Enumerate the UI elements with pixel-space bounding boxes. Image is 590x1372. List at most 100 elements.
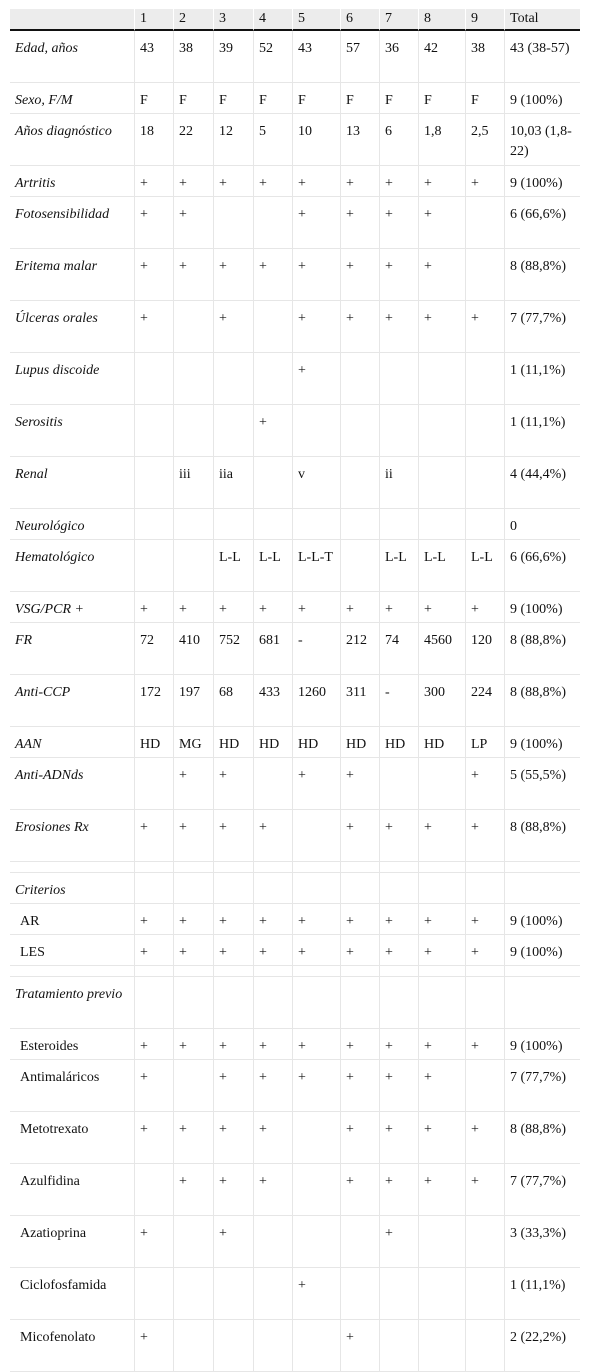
value-cell: +: [174, 592, 214, 623]
value-cell: F: [214, 83, 254, 114]
value-cell: +: [293, 249, 341, 301]
value-cell: [174, 405, 214, 457]
value-cell: +: [254, 1060, 293, 1112]
value-cell: +: [254, 592, 293, 623]
value-cell: HD: [254, 727, 293, 758]
value-cell: [214, 977, 254, 1029]
value-cell: [254, 1268, 293, 1320]
value-cell: [419, 758, 466, 810]
value-cell: [174, 977, 214, 1029]
value-cell: +: [466, 1029, 505, 1060]
value-cell: [466, 1060, 505, 1112]
row-label: Artritis: [10, 166, 135, 197]
value-cell: +: [254, 810, 293, 862]
value-cell: [293, 862, 341, 873]
value-cell: +: [341, 249, 380, 301]
row-label: Años diagnóstico: [10, 114, 135, 166]
value-cell: 120: [466, 623, 505, 675]
value-cell: +: [380, 197, 419, 249]
table-row: Eritema malar + + + + + + + +8 (88,8%): [10, 249, 580, 301]
value-cell: 1,8: [419, 114, 466, 166]
row-label: LES: [10, 935, 135, 966]
header-cell-patient: 2: [174, 9, 214, 31]
value-cell: [135, 405, 174, 457]
value-cell: [174, 1268, 214, 1320]
row-label: Erosiones Rx: [10, 810, 135, 862]
value-cell: [419, 509, 466, 540]
table-row: Neurológico 0: [10, 509, 580, 540]
value-cell: +: [419, 1060, 466, 1112]
value-cell: +: [214, 1216, 254, 1268]
value-cell: [341, 540, 380, 592]
row-label: Anti-CCP: [10, 675, 135, 727]
value-cell: +: [380, 1112, 419, 1164]
table-row: Antimaláricos + + + + + + +7 (77,7%): [10, 1060, 580, 1112]
total-cell: 9 (100%): [505, 727, 580, 758]
row-label: Eritema malar: [10, 249, 135, 301]
value-cell: +: [341, 592, 380, 623]
value-cell: +: [380, 166, 419, 197]
row-label: Tratamiento previo: [10, 977, 135, 1029]
value-cell: +: [380, 1164, 419, 1216]
value-cell: +: [214, 1029, 254, 1060]
row-label: Ciclofosfamida: [10, 1268, 135, 1320]
value-cell: +: [466, 1112, 505, 1164]
table-row: AAN HD MG HD HD HD HD HD HD LP 9 (100%): [10, 727, 580, 758]
value-cell: [341, 966, 380, 977]
value-cell: [214, 873, 254, 904]
value-cell: +: [254, 904, 293, 935]
value-cell: +: [419, 249, 466, 301]
value-cell: +: [135, 810, 174, 862]
value-cell: +: [341, 810, 380, 862]
value-cell: +: [174, 758, 214, 810]
value-cell: 2,5: [466, 114, 505, 166]
value-cell: [466, 457, 505, 509]
table-row: Anti-CCP 172 197 68 433 1260 311-300 224 8 (88,8…: [10, 675, 580, 727]
total-cell: [505, 977, 580, 1029]
value-cell: [254, 301, 293, 353]
value-cell: 74: [380, 623, 419, 675]
value-cell: [174, 862, 214, 873]
header-cell-patient: 6: [341, 9, 380, 31]
header-cell-patient: 1: [135, 9, 174, 31]
value-cell: [254, 353, 293, 405]
value-cell: +: [466, 810, 505, 862]
value-cell: +: [466, 1164, 505, 1216]
value-cell: L-L: [380, 540, 419, 592]
value-cell: [254, 197, 293, 249]
value-cell: +: [419, 166, 466, 197]
value-cell: +: [341, 1164, 380, 1216]
value-cell: +: [135, 1060, 174, 1112]
value-cell: +: [419, 592, 466, 623]
value-cell: +: [293, 166, 341, 197]
value-cell: [466, 197, 505, 249]
value-cell: +: [135, 1029, 174, 1060]
value-cell: L-L: [419, 540, 466, 592]
value-cell: +: [419, 1029, 466, 1060]
value-cell: L-L: [254, 540, 293, 592]
value-cell: +: [254, 249, 293, 301]
value-cell: [380, 405, 419, 457]
value-cell: 68: [214, 675, 254, 727]
value-cell: [419, 353, 466, 405]
table-row: Años diagnóstico 18 22 12 5 10 13 6 1,8 2,5 10,03 …: [10, 114, 580, 166]
value-cell: [254, 457, 293, 509]
value-cell: HD: [419, 727, 466, 758]
value-cell: [135, 540, 174, 592]
total-cell: 1 (11,1%): [505, 1268, 580, 1320]
table-row: Úlceras orales + + + + + + +7 (77,7%): [10, 301, 580, 353]
header-cell-total: Total: [505, 9, 580, 31]
value-cell: [466, 353, 505, 405]
spacer-row: [10, 862, 580, 873]
value-cell: -: [380, 675, 419, 727]
total-cell: [505, 862, 580, 873]
header-cell-patient: 3: [214, 9, 254, 31]
value-cell: +: [466, 301, 505, 353]
row-label: [10, 862, 135, 873]
value-cell: [341, 405, 380, 457]
value-cell: +: [466, 935, 505, 966]
value-cell: 311: [341, 675, 380, 727]
table-row: Micofenolato + +2 (22,2%): [10, 1320, 580, 1372]
total-cell: 43 (38-57): [505, 31, 580, 83]
value-cell: 5: [254, 114, 293, 166]
